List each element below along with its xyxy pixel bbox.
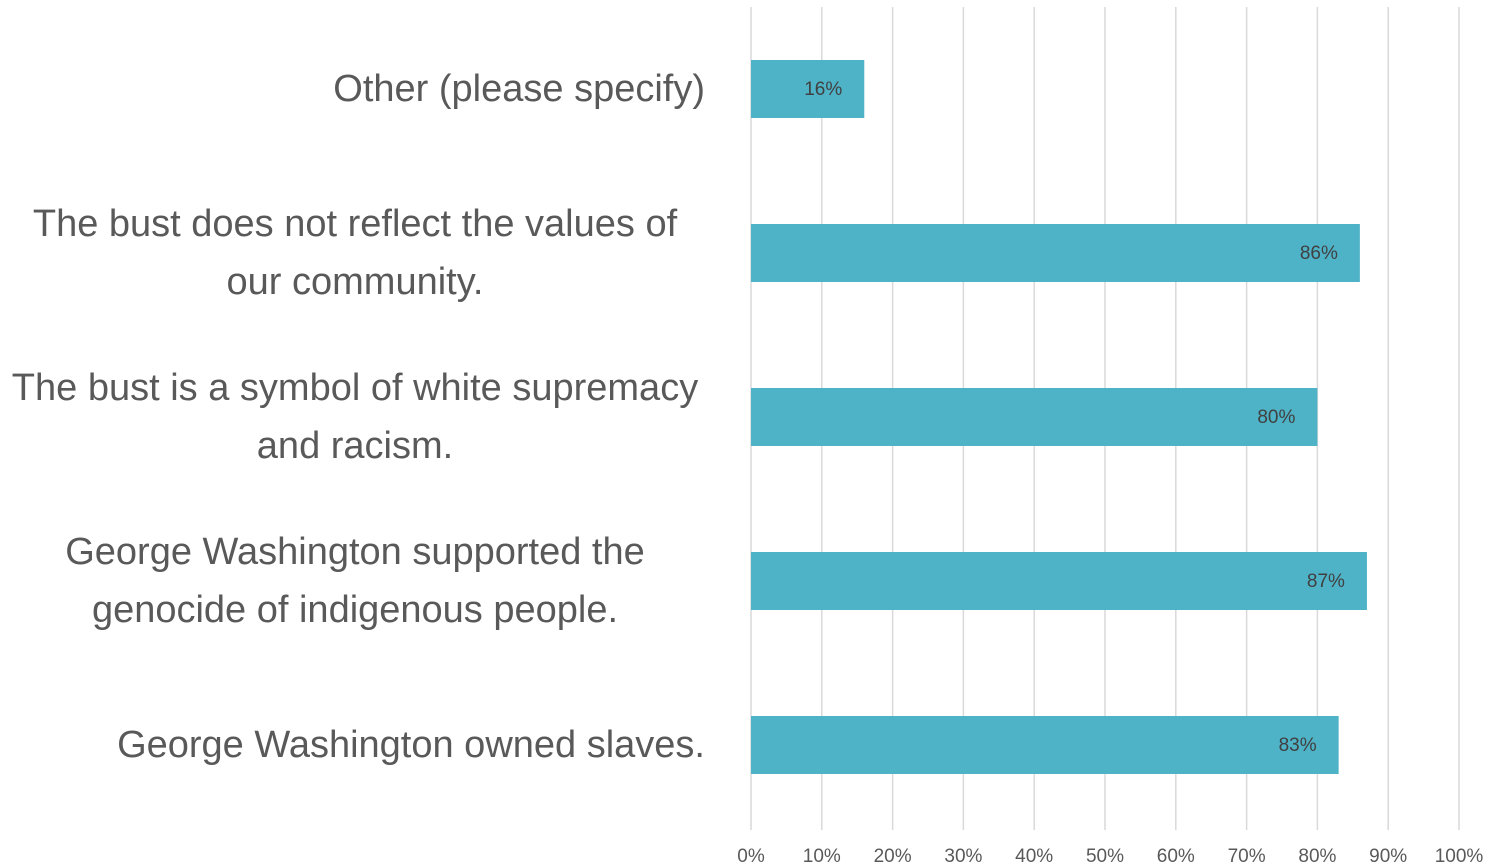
x-tick-label: 10% [803,846,841,867]
category-label-box: George Washington owned slaves. [0,716,705,774]
data-label: 16% [804,79,842,100]
x-tick-label: 40% [1015,846,1053,867]
bar [751,60,865,118]
category-label-box: The bust is a symbol of white supremacy … [0,359,705,475]
bar [751,388,1318,446]
x-tick-label: 50% [1086,846,1124,867]
x-tick-label: 80% [1298,846,1336,867]
bar [751,224,1360,282]
bar [751,716,1339,774]
x-tick-label: 90% [1369,846,1407,867]
y-tick-label: The bust is a symbol of white supremacy … [11,367,699,467]
y-tick-label: George Washington supported the genocide… [65,531,645,631]
x-tick-label: 100% [1435,846,1484,867]
x-tick-label: 70% [1228,846,1266,867]
y-tick-label: The bust does not reflect the values of … [32,203,678,303]
data-label: 87% [1307,571,1345,592]
x-tick-label: 60% [1157,846,1195,867]
data-label: 83% [1279,735,1317,756]
data-label: 86% [1300,243,1338,264]
y-tick-label: George Washington owned slaves. [117,724,705,766]
data-label: 80% [1257,407,1295,428]
y-tick-label: Other (please specify) [333,68,705,110]
category-label-box: George Washington supported the genocide… [0,523,705,639]
x-tick-label: 30% [944,846,982,867]
category-label-box: The bust does not reflect the values of … [0,195,705,311]
bar [751,552,1367,610]
x-tick-label: 20% [874,846,912,867]
category-label-box: Other (please specify) [0,60,705,118]
x-tick-label: 0% [737,846,765,867]
